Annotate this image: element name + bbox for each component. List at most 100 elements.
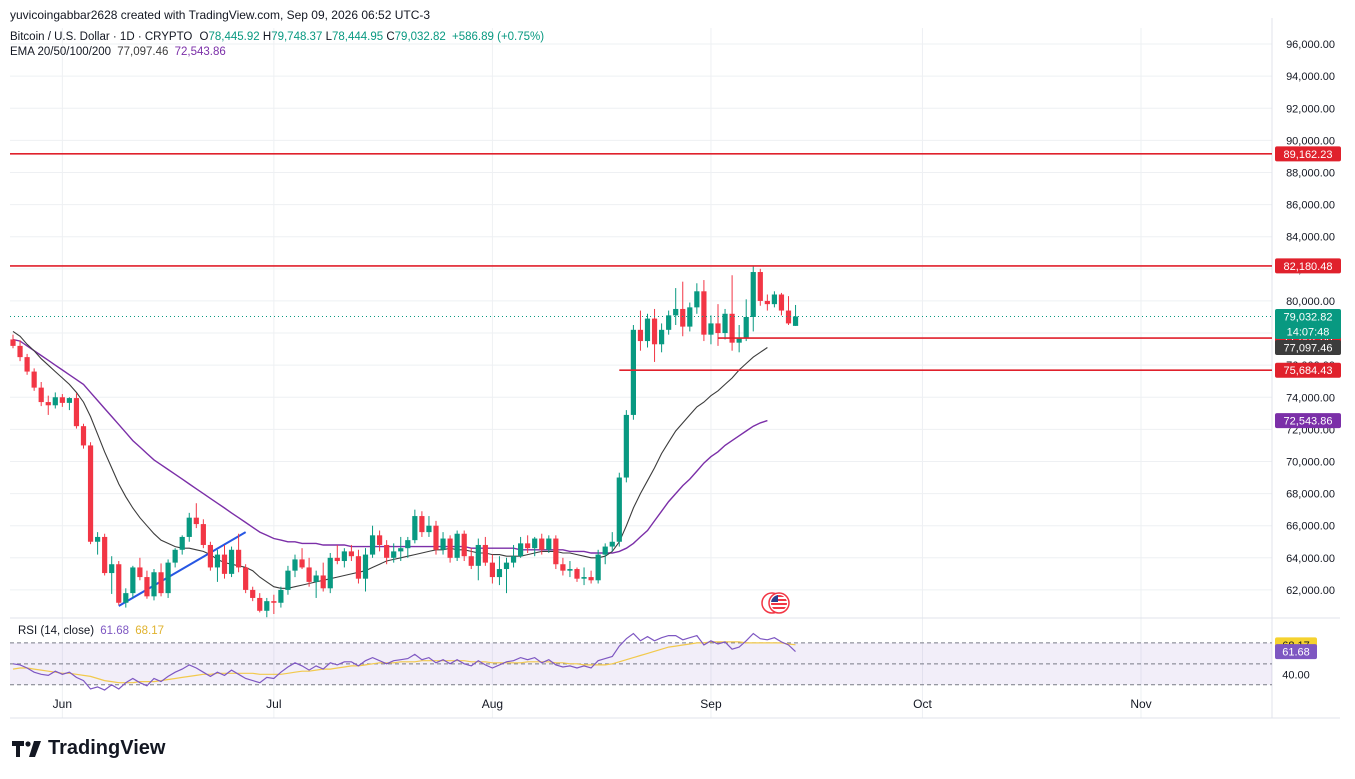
candle: [228, 546, 235, 578]
candle-body: [553, 538, 559, 565]
candle-body: [651, 318, 658, 345]
candle-body: [264, 601, 270, 611]
candle-body: [45, 402, 51, 406]
candle-body: [560, 564, 566, 571]
candle-body: [87, 445, 94, 542]
candle: [313, 570, 319, 598]
candle: [236, 533, 242, 573]
ema-price-tag: 77,097.46: [1284, 343, 1333, 355]
candle: [264, 597, 270, 618]
level-price-tag-bg: [1275, 362, 1341, 378]
rsi-name[interactable]: RSI (14, close): [18, 625, 95, 637]
candle: [792, 304, 799, 326]
time-label: Jul: [266, 697, 281, 711]
candle-body: [546, 538, 552, 550]
candle-body: [398, 548, 404, 552]
candle: [623, 410, 629, 483]
candle: [771, 291, 777, 308]
candle: [518, 536, 524, 558]
levels: [10, 153, 1272, 372]
candle-body: [278, 589, 284, 603]
candle: [637, 310, 644, 351]
candle-body: [207, 544, 213, 568]
time-label: Sep: [700, 697, 722, 711]
candle-body: [355, 556, 362, 579]
candle: [144, 570, 150, 599]
candle: [102, 533, 108, 576]
price-tick-label: 62,000.00: [1286, 585, 1335, 597]
candle-body: [193, 517, 199, 525]
candle: [59, 394, 65, 407]
candle: [715, 304, 721, 346]
trend-line: [118, 531, 247, 607]
candle: [52, 392, 58, 409]
candle: [221, 544, 228, 579]
candle: [348, 544, 354, 562]
candle: [588, 570, 594, 584]
price-tick-label: 66,000.00: [1286, 521, 1335, 533]
candle: [426, 516, 432, 537]
candle-body: [384, 544, 390, 558]
candle-body: [764, 300, 770, 305]
candle: [602, 543, 608, 565]
current-price-tag-bg: [1275, 308, 1341, 339]
candle: [630, 325, 636, 420]
candle: [369, 525, 376, 558]
candle-body: [616, 477, 622, 542]
candle: [186, 512, 192, 542]
rsi-legend: RSI (14, close) 61.68 68.17: [18, 625, 164, 637]
candle-body: [673, 308, 679, 316]
candle: [666, 310, 672, 335]
candle-body: [31, 371, 37, 388]
price-tick-label: 64,000.00: [1286, 553, 1335, 565]
candle: [45, 395, 51, 415]
ema-value-2: 72,543.86: [174, 46, 226, 58]
ema-name[interactable]: EMA 20/50/100/200: [10, 46, 112, 58]
candle-body: [609, 541, 615, 547]
candle: [130, 565, 136, 598]
candle-body: [623, 414, 629, 478]
candle: [285, 565, 291, 595]
candle: [306, 557, 312, 587]
time-axis[interactable]: Jun Jul Aug Sep Oct Nov: [53, 697, 1152, 711]
candle: [694, 283, 700, 314]
candle-body: [299, 559, 305, 568]
symbol-name[interactable]: Bitcoin / U.S. Dollar · 1D · CRYPTO: [10, 31, 193, 43]
candle-body: [179, 536, 185, 550]
candle: [158, 563, 164, 597]
candle-body: [250, 589, 256, 598]
tradingview-logo[interactable]: TradingView: [12, 737, 165, 760]
us-flag-icon[interactable]: [761, 592, 790, 614]
time-label: Jun: [53, 697, 72, 711]
candle: [785, 296, 792, 326]
price-tick-label: 92,000.00: [1286, 103, 1335, 115]
candle-body: [722, 313, 728, 334]
candle-body: [73, 398, 80, 427]
level-price-tag-bg: [1275, 258, 1341, 274]
candle-body: [708, 323, 714, 335]
candle-body: [228, 549, 235, 574]
candle: [73, 393, 80, 429]
candle-body: [433, 525, 439, 550]
candle: [574, 567, 580, 582]
candle: [250, 586, 256, 602]
candle-body: [109, 564, 115, 574]
candle-body: [102, 536, 108, 574]
candle: [419, 511, 425, 537]
candle-body: [130, 567, 136, 594]
candle-body: [581, 577, 587, 579]
candle: [496, 556, 503, 586]
candle: [482, 536, 488, 566]
candle-body: [637, 329, 644, 342]
candle-body: [405, 540, 411, 549]
price-axis[interactable]: 96,000.00 94,000.00 92,000.00 90,000.00 88,0…: [1275, 39, 1341, 681]
candle: [525, 535, 531, 553]
ema-slow-line: [12, 338, 768, 554]
candle: [510, 544, 517, 568]
candle: [687, 302, 693, 332]
candle-body: [320, 575, 326, 589]
candle-body: [165, 562, 171, 594]
candle-body: [574, 569, 580, 579]
candle-body: [144, 577, 150, 597]
